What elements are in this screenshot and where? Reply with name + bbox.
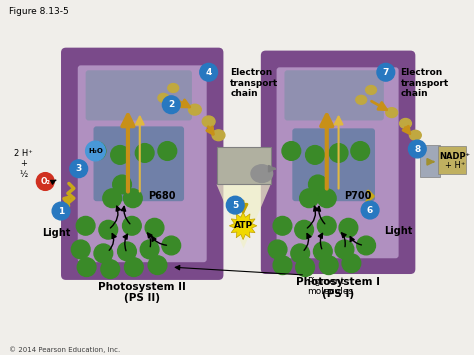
Circle shape [162, 236, 181, 255]
Text: O₂: O₂ [40, 177, 50, 186]
Circle shape [99, 220, 118, 239]
Circle shape [273, 217, 292, 235]
Text: © 2014 Pearson Education, Inc.: © 2014 Pearson Education, Inc. [9, 346, 120, 353]
Text: NADP⁺: NADP⁺ [439, 152, 470, 162]
Text: Photosystem II
(PS II): Photosystem II (PS II) [98, 282, 186, 304]
Circle shape [111, 146, 129, 164]
Ellipse shape [212, 130, 225, 141]
Circle shape [76, 217, 95, 235]
FancyBboxPatch shape [292, 129, 375, 201]
Circle shape [52, 202, 70, 220]
Circle shape [77, 258, 96, 277]
Circle shape [313, 242, 332, 261]
Circle shape [300, 189, 319, 208]
FancyBboxPatch shape [93, 126, 184, 201]
Circle shape [377, 64, 395, 81]
Circle shape [306, 146, 324, 164]
FancyBboxPatch shape [284, 70, 384, 120]
Text: Light: Light [42, 228, 70, 238]
Circle shape [319, 256, 338, 274]
Text: 7: 7 [383, 68, 389, 77]
Circle shape [103, 189, 121, 208]
Circle shape [87, 142, 106, 160]
Circle shape [295, 220, 313, 239]
Ellipse shape [168, 83, 179, 92]
Circle shape [145, 218, 164, 237]
Circle shape [282, 142, 301, 160]
Text: Electron
transport
chain: Electron transport chain [230, 68, 279, 98]
Circle shape [101, 260, 119, 278]
FancyBboxPatch shape [261, 51, 415, 274]
FancyBboxPatch shape [438, 146, 465, 174]
Ellipse shape [251, 165, 273, 182]
Circle shape [342, 254, 361, 273]
Circle shape [268, 240, 287, 259]
Circle shape [113, 175, 131, 194]
Ellipse shape [202, 116, 215, 127]
Ellipse shape [400, 119, 411, 129]
Circle shape [118, 242, 137, 261]
Text: 2: 2 [168, 100, 174, 109]
Text: Light: Light [384, 226, 412, 236]
Text: Photosystem I
(PS I): Photosystem I (PS I) [296, 277, 380, 299]
Circle shape [318, 189, 336, 208]
Circle shape [123, 217, 141, 235]
Text: 1: 1 [58, 207, 64, 215]
Circle shape [163, 96, 180, 114]
Circle shape [318, 217, 336, 235]
Ellipse shape [356, 95, 366, 104]
Text: 8: 8 [414, 144, 420, 153]
Text: Pigment
molecules: Pigment molecules [307, 277, 353, 296]
Circle shape [36, 173, 54, 190]
Circle shape [125, 258, 143, 277]
Circle shape [86, 141, 105, 161]
Ellipse shape [365, 86, 376, 94]
Circle shape [124, 189, 142, 208]
Ellipse shape [410, 130, 421, 140]
Circle shape [227, 196, 244, 214]
Circle shape [296, 258, 314, 277]
Circle shape [148, 256, 167, 274]
Circle shape [136, 144, 154, 162]
Ellipse shape [386, 108, 398, 118]
FancyBboxPatch shape [61, 48, 223, 280]
FancyBboxPatch shape [276, 67, 399, 258]
FancyBboxPatch shape [217, 147, 271, 185]
Polygon shape [217, 185, 271, 248]
Circle shape [70, 160, 88, 178]
Circle shape [361, 201, 379, 219]
Circle shape [291, 244, 310, 263]
Polygon shape [229, 212, 257, 240]
Circle shape [273, 256, 292, 274]
Text: 5: 5 [232, 201, 238, 209]
Circle shape [200, 64, 218, 81]
Circle shape [329, 144, 348, 162]
Text: P700: P700 [345, 191, 372, 201]
FancyBboxPatch shape [78, 65, 207, 262]
Circle shape [309, 175, 327, 194]
FancyBboxPatch shape [86, 70, 192, 120]
Circle shape [339, 218, 358, 237]
Ellipse shape [189, 104, 201, 115]
Text: Electron
transport
chain: Electron transport chain [401, 68, 449, 98]
Circle shape [351, 142, 370, 160]
Circle shape [94, 244, 113, 263]
Ellipse shape [158, 93, 169, 102]
Circle shape [335, 240, 354, 259]
Text: 4: 4 [205, 68, 212, 77]
Text: 2 H⁺
+
½: 2 H⁺ + ½ [14, 149, 33, 179]
Text: 6: 6 [367, 206, 373, 214]
Circle shape [140, 240, 159, 259]
Circle shape [357, 236, 375, 255]
Text: 3: 3 [76, 164, 82, 173]
Circle shape [409, 140, 426, 158]
Text: H₂O: H₂O [88, 148, 103, 154]
Text: P680: P680 [147, 191, 175, 201]
Circle shape [72, 240, 90, 259]
Text: ATP: ATP [234, 221, 253, 230]
Text: Figure 8.13-5: Figure 8.13-5 [9, 7, 69, 16]
Circle shape [158, 142, 177, 160]
Text: + H⁺: + H⁺ [445, 161, 465, 170]
FancyBboxPatch shape [420, 145, 440, 176]
